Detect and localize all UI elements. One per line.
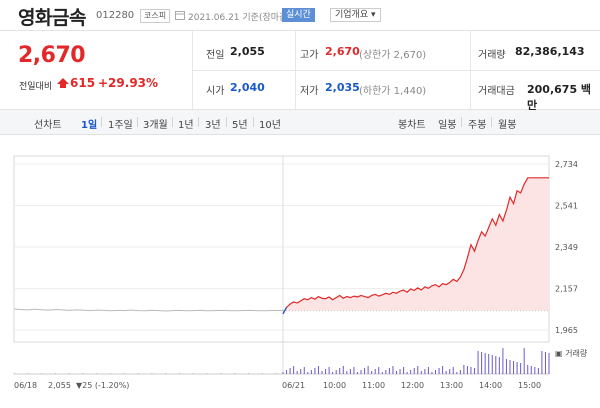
volume-legend: ▣ 거래량 — [555, 348, 588, 358]
company-overview-button[interactable]: 기업개요 ▾ — [330, 8, 381, 22]
lower-limit: (하한가 1,440) — [359, 86, 427, 97]
current-price: 2,670 — [18, 43, 86, 68]
tab-3m[interactable]: 3개월 — [143, 120, 168, 131]
y-tick-label: 2,157 — [555, 285, 578, 294]
quote-panel: 2,670 전일대비 615 +29.93% 전일 2,055 고가 2,670… — [0, 31, 600, 112]
open-value: 2,040 — [230, 81, 265, 94]
low-value: 2,035 — [325, 81, 360, 94]
volume-label: 거래량 — [478, 50, 506, 61]
tab-monthly[interactable]: 월봉 — [498, 120, 517, 131]
realtime-button[interactable]: 실시간 — [282, 8, 315, 22]
tab-5y[interactable]: 5년 — [232, 120, 248, 131]
y-tick-label: 1,965 — [555, 326, 578, 335]
tab-3y[interactable]: 3년 — [205, 120, 221, 131]
prev-day-line — [13, 308, 284, 312]
low-label: 저가 — [300, 86, 319, 97]
date-text: 2021.06.21 기준(장마감) — [188, 13, 291, 23]
x-time-label: 14:00 — [479, 381, 502, 390]
up-arrow-icon — [57, 78, 69, 88]
stock-header: 영화금속 012280 코스피 2021.06.21 기준(장마감) 실시간 기… — [0, 0, 600, 31]
y-tick-label: 2,734 — [555, 160, 578, 169]
y-tick-label: 2,349 — [555, 243, 578, 252]
change-value: 615 — [70, 76, 96, 90]
prev-close-value: 2,055 — [230, 45, 265, 58]
tab-weekly[interactable]: 주봉 — [468, 120, 487, 131]
upper-limit: (상한가 2,670) — [359, 50, 427, 61]
tab-1w[interactable]: 1주일 — [108, 120, 133, 131]
x-label-today: 06/21 — [282, 381, 305, 390]
stock-name: 영화금속 — [18, 7, 86, 29]
amount-label: 거래대금 — [478, 86, 515, 97]
company-overview-label: 기업개요 — [335, 10, 369, 20]
y-tick-label: 2,541 — [555, 202, 578, 211]
calendar-icon — [175, 11, 185, 20]
tab-1d[interactable]: 1일 — [81, 120, 98, 131]
open-segment — [282, 307, 288, 315]
x-time-label: 12:00 — [401, 381, 424, 390]
market-badge: 코스피 — [140, 9, 171, 23]
price-chart: 2,734 2,541 2,349 2,157 1,965 ▣ 거래량 06/18 2,055… — [13, 155, 588, 390]
high-label: 고가 — [300, 50, 319, 61]
today-line — [282, 177, 549, 315]
candle-chart-label: 봉차트 — [398, 120, 426, 131]
plot-frame — [13, 155, 550, 343]
x-time-label: 13:00 — [440, 381, 463, 390]
today-area — [283, 177, 549, 311]
open-label: 시가 — [206, 86, 225, 97]
stock-code: 012280 — [96, 10, 135, 21]
x-label-prev-day: 06/18 — [14, 381, 37, 390]
tab-10y[interactable]: 10년 — [259, 120, 281, 131]
chart-tabs: 선차트 1일 1주일 3개월 1년 3년 5년 10년 봉차트 일봉 주봉 월봉 — [0, 110, 600, 135]
chevron-down-icon: ▾ — [371, 10, 376, 20]
tab-1y[interactable]: 1년 — [178, 120, 194, 131]
volume-value: 82,386,143 — [515, 45, 585, 58]
change-label: 전일대비 — [19, 82, 53, 92]
x-time-label: 10:00 — [323, 381, 346, 390]
x-time-label: 11:00 — [362, 381, 385, 390]
prev-close-label: 전일 — [206, 50, 225, 61]
high-value: 2,670 — [325, 45, 360, 58]
change-percent: +29.93% — [98, 76, 159, 90]
line-chart-label: 선차트 — [34, 120, 62, 131]
amount-value: 200,675 백만 — [527, 83, 592, 112]
x-time-label: 15:00 — [518, 381, 541, 390]
tab-daily[interactable]: 일봉 — [438, 120, 457, 131]
prev-day-close: 2,055 — [48, 381, 71, 390]
prev-day-change: ▼25 (-1.20%) — [76, 381, 129, 390]
